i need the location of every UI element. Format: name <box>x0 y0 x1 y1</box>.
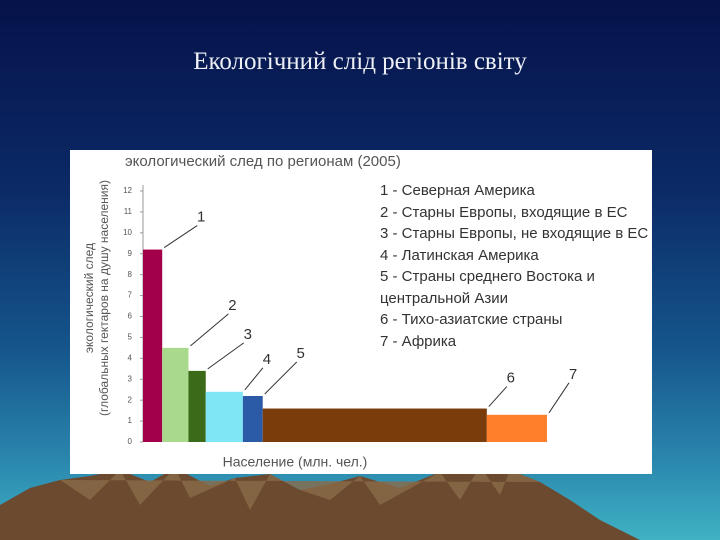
bar-label: 6 <box>507 370 515 387</box>
legend-item: 1 - Северная Америка <box>380 182 535 199</box>
bar-label: 7 <box>569 366 577 383</box>
leader-line <box>244 367 264 391</box>
bar-label: 1 <box>197 209 205 226</box>
legend-item: 2 - Старны Европы, входящие в ЕС <box>380 203 628 221</box>
bar <box>242 395 263 442</box>
y-axis-label: экологический след (глобальных гектаров … <box>82 180 111 416</box>
y-tick-label: 2 <box>128 395 133 404</box>
y-tick-label: 7 <box>128 291 133 300</box>
chart-title: экологический след по регионам (2005) <box>125 153 401 170</box>
legend: 1 - Северная Америка 2 - Старны Европы, в… <box>380 180 648 352</box>
y-tick-label: 9 <box>128 249 133 258</box>
y-tick-label: 11 <box>124 207 133 216</box>
leader-line <box>548 382 570 414</box>
bar <box>143 249 163 442</box>
bar-label: 3 <box>244 326 252 343</box>
leader-line <box>207 342 245 370</box>
legend-item: 5 - Страны среднего Востока и центрально… <box>380 268 595 307</box>
y-tick-label: 5 <box>128 333 133 342</box>
leader-line <box>163 225 198 248</box>
bar <box>205 391 243 442</box>
bar-label: 2 <box>228 297 236 314</box>
legend-item: 6 - Тихо-азиатские страны <box>380 311 563 328</box>
y-tick-label: 6 <box>128 312 133 321</box>
slide-title: Екологічний слід регіонів світу <box>193 48 527 75</box>
legend-item: 3 - Старны Европы, не входящие в ЕС <box>380 225 649 242</box>
leader-line <box>488 386 508 407</box>
y-tick-label: 1 <box>128 416 133 425</box>
chart: экологический след по регионам (2005) На… <box>123 153 577 470</box>
y-tick-label: 10 <box>123 228 132 237</box>
bar <box>162 347 189 442</box>
y-tick-label: 8 <box>128 270 133 279</box>
bar-label: 5 <box>297 345 305 362</box>
mountain-shade <box>60 466 540 510</box>
x-axis-label: Население (млн. чел.) <box>223 454 368 470</box>
y-tick-label: 3 <box>128 374 133 383</box>
y-tick-label: 0 <box>128 437 133 446</box>
leader-line <box>190 313 229 347</box>
chart-image: экологический след по регионам (2005) На… <box>70 150 652 474</box>
bar <box>262 408 487 442</box>
bar <box>188 370 206 442</box>
legend-item: 4 - Латинская Америка <box>380 246 539 264</box>
y-tick-label: 12 <box>123 186 132 195</box>
bar-label: 4 <box>263 351 271 368</box>
legend-item: 7 - Африка <box>380 332 457 350</box>
bar <box>486 414 547 442</box>
y-tick-label: 4 <box>128 353 133 362</box>
leader-line <box>264 361 298 395</box>
mountain-range <box>0 466 640 540</box>
